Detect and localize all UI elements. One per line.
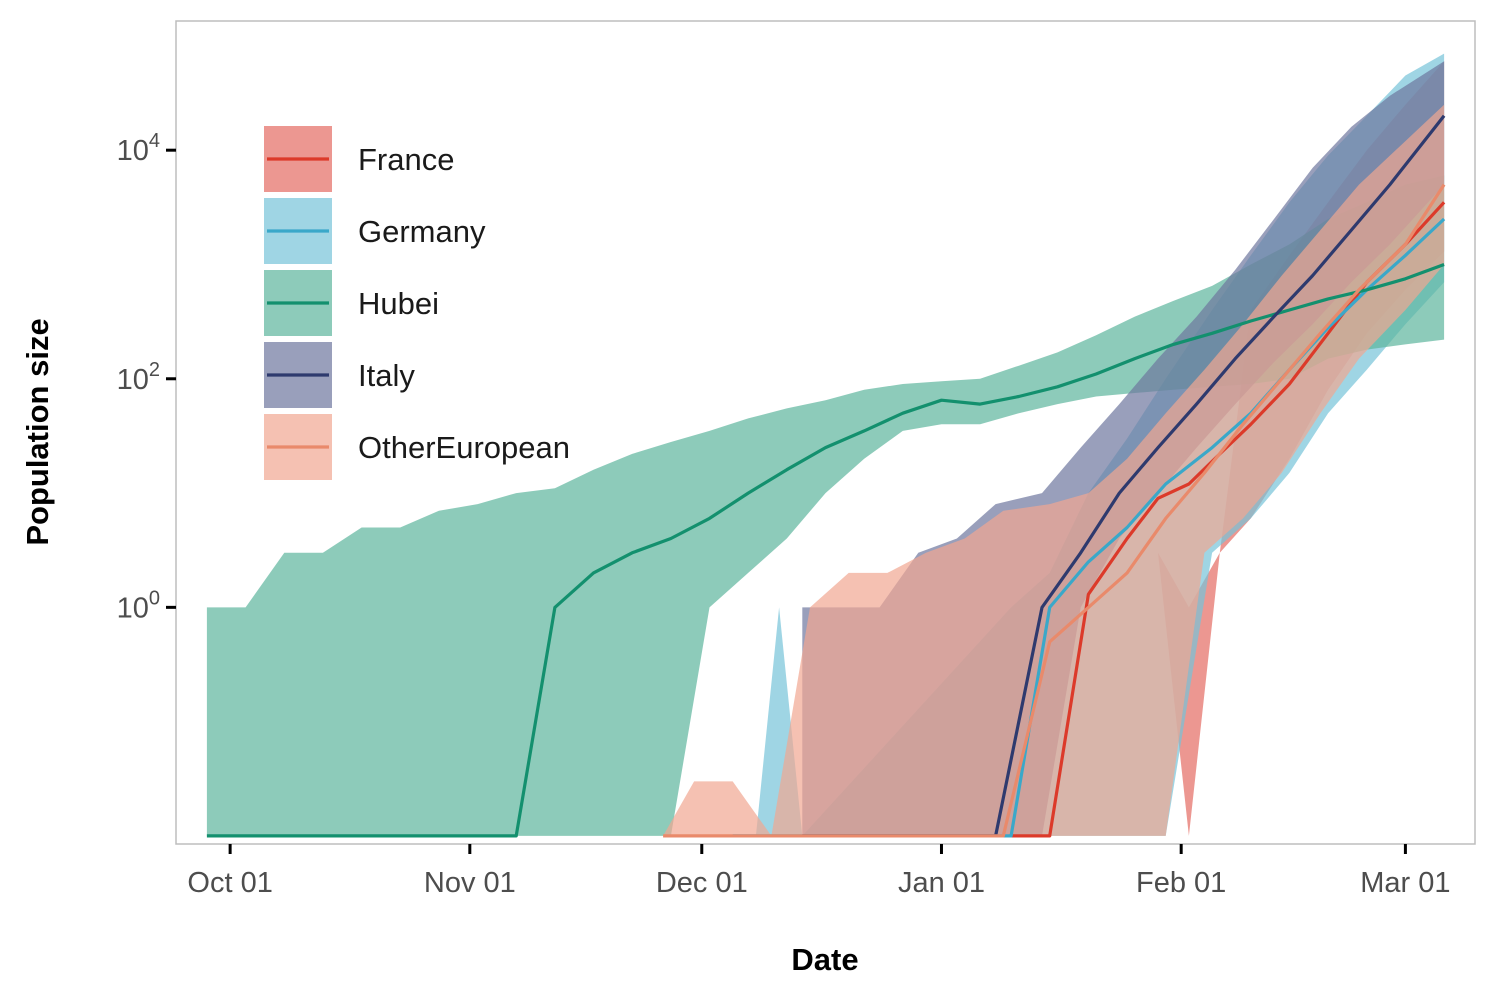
band-hubei — [206, 175, 1445, 836]
legend-item-italy: Italy — [264, 342, 415, 408]
bands-layer — [206, 53, 1445, 836]
lines-layer — [206, 114, 1446, 838]
x-tick-label: Dec 01 — [656, 867, 748, 899]
legend-item-france: France — [264, 126, 454, 192]
x-axis-title: Date — [791, 942, 858, 977]
legend-label: Italy — [358, 358, 415, 393]
y-tick-label: 100 — [117, 587, 160, 624]
x-tick-label: Mar 01 — [1360, 867, 1450, 899]
legend-label: Germany — [358, 214, 486, 249]
legend-item-germany: Germany — [264, 198, 486, 264]
y-axis-title: Population size — [20, 318, 55, 545]
legend: France Germany Hubei Italy OtherEuropean — [264, 126, 570, 480]
x-tick-label: Feb 01 — [1136, 867, 1226, 899]
x-tick-label: Nov 01 — [424, 867, 516, 899]
x-tick-label: Jan 01 — [898, 867, 985, 899]
x-tick-label: Oct 01 — [187, 867, 272, 899]
band-othereuropean — [663, 104, 1445, 836]
legend-label: Hubei — [358, 286, 439, 321]
y-axis: 100 102 104 — [117, 130, 176, 624]
y-tick-label: 102 — [117, 359, 160, 396]
legend-label: France — [358, 142, 454, 177]
line-othereuropean — [663, 183, 1446, 838]
legend-label: OtherEuropean — [358, 430, 570, 465]
plot-panel-border — [175, 20, 1476, 845]
legend-item-othereuropean: OtherEuropean — [264, 414, 570, 480]
legend-item-hubei: Hubei — [264, 270, 439, 336]
y-tick-label: 104 — [117, 130, 160, 167]
line-hubei — [206, 262, 1445, 838]
x-axis: Oct 01 Nov 01 Dec 01 Jan 01 Feb 01 Mar 01 — [187, 844, 1451, 899]
